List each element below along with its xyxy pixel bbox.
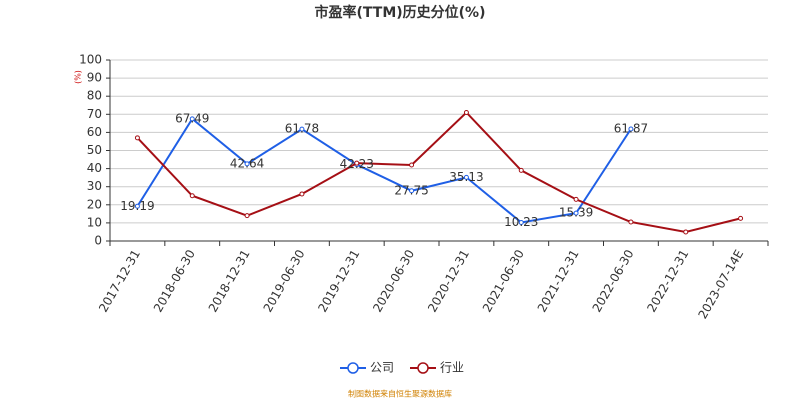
- legend-label: 公司: [370, 361, 394, 375]
- data-label: 15.39: [559, 206, 593, 220]
- point: [354, 160, 360, 166]
- series-line: [136, 117, 632, 224]
- y-tick-label: 0: [94, 234, 102, 248]
- point: [244, 213, 250, 219]
- x-tick-label: 2020-12-31: [425, 247, 472, 314]
- y-tick-label: 40: [87, 161, 102, 175]
- data-label: 42.23: [340, 157, 374, 171]
- chart-title: 市盈率(TTM)历史分位(%): [315, 4, 486, 21]
- point: [244, 161, 250, 167]
- data-label: 19.19: [120, 199, 154, 213]
- point: [573, 210, 579, 216]
- point: [409, 162, 415, 168]
- data-label: 35.13: [449, 170, 483, 184]
- x-tick-label: 2018-06-30: [151, 247, 198, 314]
- point: [628, 219, 634, 225]
- data-label: 67.49: [175, 111, 209, 125]
- y-tick-label: 50: [87, 143, 102, 157]
- series-line: [136, 111, 741, 233]
- legend-marker: [417, 362, 429, 374]
- x-tick-label: 2021-06-30: [480, 247, 527, 314]
- source-note: 制图数据来自恒生聚源数据库: [348, 389, 452, 399]
- point: [738, 215, 744, 221]
- x-tick-label: 2023-07-14E: [695, 247, 746, 321]
- point: [134, 135, 140, 141]
- x-tick-label: 2022-12-31: [644, 247, 691, 314]
- point: [628, 126, 634, 132]
- data-label: 10.23: [504, 215, 538, 229]
- x-tick-label: 2022-06-30: [590, 247, 637, 314]
- point: [573, 196, 579, 202]
- point: [463, 174, 469, 180]
- y-tick-label: 90: [87, 71, 102, 85]
- x-tick-label: 2017-12-31: [96, 247, 143, 314]
- point: [409, 188, 415, 194]
- data-label: 42.64: [230, 156, 264, 170]
- point: [683, 229, 689, 235]
- point: [299, 191, 305, 197]
- legend-marker: [347, 362, 359, 374]
- x-tick-label: 2019-12-31: [315, 247, 362, 314]
- y-tick-label: 10: [87, 215, 102, 229]
- data-label: 61.78: [285, 122, 319, 136]
- point: [518, 167, 524, 173]
- y-tick-label: 30: [87, 179, 102, 193]
- point: [518, 219, 524, 225]
- point: [189, 193, 195, 199]
- point: [134, 203, 140, 209]
- point: [189, 116, 195, 122]
- y-tick-label: 60: [87, 125, 102, 139]
- x-tick-label: 2020-06-30: [370, 247, 417, 314]
- y-axis-label: (%): [74, 70, 83, 84]
- point: [463, 109, 469, 115]
- data-label: 61.87: [614, 122, 648, 136]
- x-tick-label: 2021-12-31: [535, 247, 582, 314]
- y-tick-label: 100: [79, 53, 102, 67]
- legend-label: 行业: [440, 361, 464, 375]
- y-tick-label: 80: [87, 89, 102, 103]
- y-tick-label: 20: [87, 197, 102, 211]
- point: [299, 126, 305, 132]
- data-label: 27.75: [394, 183, 428, 197]
- x-tick-label: 2018-12-31: [206, 247, 253, 314]
- y-tick-label: 70: [87, 107, 102, 121]
- x-tick-label: 2019-06-30: [261, 247, 308, 314]
